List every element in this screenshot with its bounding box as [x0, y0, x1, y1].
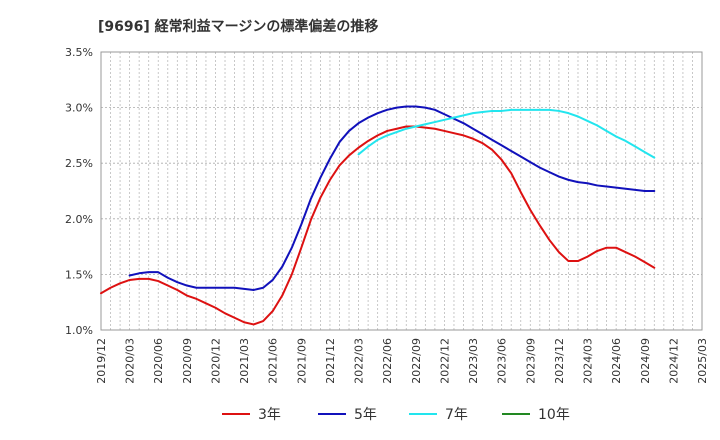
y-tick-label: 1.0%	[65, 324, 93, 337]
legend-label: 5年	[354, 407, 377, 423]
x-tick-label: 2024/03	[582, 338, 595, 384]
x-tick-label: 2024/06	[610, 338, 623, 384]
x-tick-label: 2022/03	[353, 338, 366, 384]
grid	[100, 51, 703, 331]
series-line-2	[357, 108, 656, 159]
x-tick-label: 2023/03	[467, 338, 480, 384]
y-tick-label: 3.0%	[65, 102, 93, 115]
x-tick-label: 2020/12	[209, 338, 222, 384]
series-line-0	[100, 125, 656, 326]
x-tick-label: 2020/03	[124, 338, 137, 384]
x-tick-label: 2023/12	[553, 338, 566, 384]
x-tick-label: 2022/09	[410, 338, 423, 384]
y-tick-label: 3.5%	[65, 46, 93, 59]
x-tick-label: 2019/12	[95, 338, 108, 384]
x-tick-label: 2025/03	[696, 338, 709, 384]
x-tick-label: 2024/09	[639, 338, 652, 384]
y-tick-label: 2.0%	[65, 213, 93, 226]
x-tick-label: 2022/12	[438, 338, 451, 384]
x-tick-label: 2021/03	[238, 338, 251, 384]
series-line-1	[128, 105, 656, 291]
x-tick-label: 2021/09	[295, 338, 308, 384]
y-tick-label: 2.5%	[65, 157, 93, 170]
legend: 3年 5年 7年 10年	[222, 407, 570, 423]
x-tick-label: 2020/09	[181, 338, 194, 384]
x-tick-label: 2021/06	[267, 338, 280, 384]
plot-frame	[100, 51, 703, 331]
chart-title: [9696] 経常利益マージンの標準偏差の推移	[98, 18, 378, 35]
legend-label: 7年	[445, 407, 468, 423]
x-tick-label: 2020/06	[152, 338, 165, 384]
x-tick-label: 2024/12	[667, 338, 680, 384]
legend-label: 10年	[538, 407, 570, 423]
legend-label: 3年	[258, 407, 281, 423]
x-tick-label: 2023/09	[524, 338, 537, 384]
x-tick-label: 2022/06	[381, 338, 394, 384]
series-lines	[100, 105, 656, 326]
x-axis-ticks: 2019/12 2020/03 2020/06 2020/09 2020/12 2021/…	[95, 338, 709, 384]
y-tick-label: 1.5%	[65, 268, 93, 281]
x-tick-label: 2023/06	[496, 338, 509, 384]
y-axis-ticks: 1.0% 1.5% 2.0% 2.5% 3.0% 3.5%	[65, 46, 93, 337]
x-tick-label: 2021/12	[324, 338, 337, 384]
